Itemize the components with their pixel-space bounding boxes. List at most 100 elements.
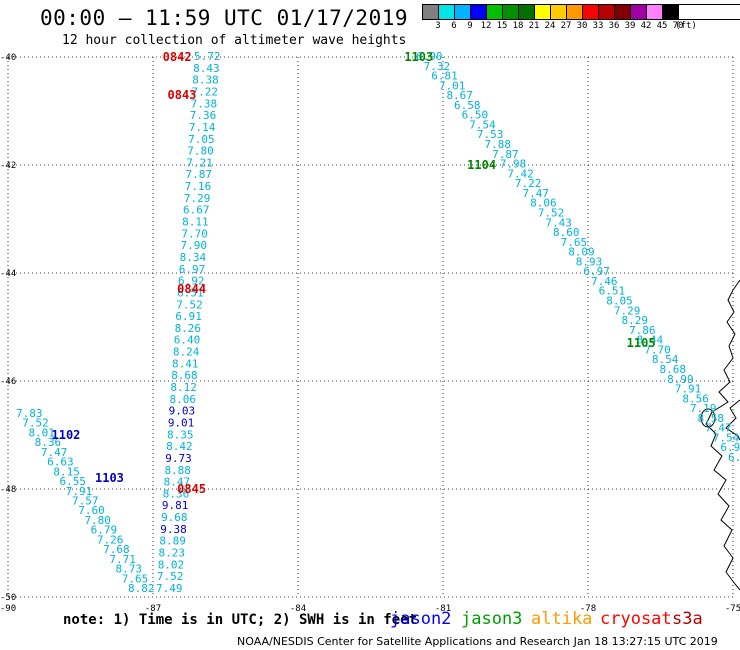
wave-height-value: 7.16: [185, 180, 212, 193]
wave-height-value: 6.90: [416, 50, 443, 63]
wave-height-value: 6.67: [183, 204, 210, 217]
legend-swatch: [487, 5, 503, 19]
wave-height-value: 7.54: [713, 431, 740, 444]
wave-height-value: 7.36: [190, 109, 217, 122]
wave-height-value: 9.73: [165, 452, 192, 465]
legend-label: 12: [480, 21, 492, 31]
x-tick-label: -78: [580, 604, 596, 614]
wave-height-value: 7.49: [156, 582, 183, 595]
y-tick-label: -48: [0, 485, 16, 495]
wave-height-value: 6.40: [174, 334, 201, 347]
wave-height-value: 6.50: [462, 109, 489, 122]
wave-height-value: 8.29: [621, 314, 648, 327]
legend-swatch: [519, 5, 535, 19]
wave-height-value: 8.06: [170, 393, 197, 406]
wave-height-value: 8.42: [166, 440, 193, 453]
wave-height-value: 6.63: [47, 456, 74, 469]
grid-lines: [7, 56, 734, 598]
wave-height-value: 6.81: [431, 70, 458, 83]
wave-height-value: 8.34: [180, 251, 207, 264]
legend-label: 70: [672, 21, 684, 31]
wave-height-value: 8.36: [35, 436, 62, 449]
track-time-label: 1103: [95, 471, 124, 485]
wave-height-value: 6.97: [583, 265, 610, 278]
wave-height-value: 6.91: [175, 310, 202, 323]
wave-height-value: 6.18: [728, 451, 740, 464]
legend-labels: 3 6 9 12 15 18 21 24 27 30 33 36 39 42 45 70 (ft): [422, 20, 740, 32]
track-time-label: 1105: [627, 336, 656, 350]
wave-height-value: 8.41: [172, 357, 199, 370]
satellite-legend-item: s3a: [672, 609, 703, 629]
coastline-path: [725, 399, 740, 441]
wave-height-value: 9.03: [169, 405, 196, 418]
track-time-labels: 0842 0843 0844 0845 1103 1104 1105 1102 1103: [52, 50, 656, 496]
wave-height-value: 8.06: [530, 197, 557, 210]
wave-height-value: 7.80: [84, 514, 111, 527]
wave-height-value: 6.51: [599, 285, 626, 298]
x-tick-label: -87: [145, 604, 161, 614]
wave-height-value: 7.98: [500, 158, 526, 171]
wave-height-value: 7.91: [66, 485, 93, 498]
wave-height-value: 8.56: [682, 392, 709, 405]
y-tick-label: -44: [0, 269, 16, 279]
legend-swatch: [551, 5, 567, 19]
x-tick-label: -90: [0, 604, 16, 614]
legend-swatch: [631, 5, 647, 19]
legend-swatch: [567, 5, 583, 19]
wave-height-value: 8.26: [175, 322, 202, 335]
wave-height-value: 9.01: [168, 416, 195, 429]
wave-height-value: 7.86: [629, 324, 656, 337]
wave-height-value: 8.99: [667, 373, 694, 386]
map-title: 00:00 – 11:59 UTC 01/17/2019: [40, 6, 409, 30]
wave-height-value: 6.94: [720, 441, 740, 454]
x-tick-label: -84: [290, 604, 306, 614]
wave-height-value: 6.92: [178, 275, 205, 288]
wave-height-value: 7.57: [72, 495, 99, 508]
wave-height-value: 7.01: [439, 79, 466, 92]
wave-height-value: 8.02: [158, 558, 185, 571]
legend-label: 30: [576, 21, 588, 31]
wave-height-value: 8.58: [698, 412, 725, 425]
x-tick-label: -81: [435, 604, 451, 614]
wave-height-value: 7.47: [523, 187, 550, 200]
wave-height-value: 7.52: [157, 570, 184, 583]
wave-height-value: 8.93: [576, 255, 603, 268]
map-subtitle: 12 hour collection of altimeter wave hei…: [62, 33, 407, 48]
wave-height-value: 7.80: [187, 145, 214, 158]
legend-label: 3: [435, 21, 441, 31]
wave-height-value: 9.68: [161, 511, 188, 524]
wave-height-value: 8.11: [182, 216, 209, 229]
wave-height-value: 8.89: [159, 535, 186, 548]
legend-swatch: [535, 5, 551, 19]
track-time-label: 0842: [163, 50, 192, 64]
wave-height-value: 8.67: [446, 89, 473, 102]
wave-height-value: 8.88: [164, 464, 191, 477]
wave-height-value: 7.46: [591, 275, 618, 288]
y-tick-label: -50: [0, 593, 16, 603]
legend-swatch: [439, 5, 455, 19]
wave-height-value: 8.35: [167, 428, 194, 441]
legend-label: 42: [640, 21, 652, 31]
legend-label: 24: [544, 21, 556, 31]
wave-height-value: 7.22: [191, 85, 218, 98]
wave-height-value: 7.52: [22, 417, 49, 430]
legend-swatch: [503, 5, 519, 19]
wave-height-value: 9.38: [160, 523, 187, 536]
track-time-label: 1102: [52, 428, 81, 442]
legend-swatches: [422, 4, 740, 20]
wave-height-value: 8.43: [193, 62, 220, 75]
wave-height-value: 7.54: [469, 118, 496, 131]
wave-height-value: 6.58: [454, 99, 481, 112]
wave-height-value: 7.70: [181, 227, 208, 240]
wave-height-value: 8.60: [553, 226, 580, 239]
wave-height-value: 8.01: [28, 426, 54, 439]
x-tick-label: -75: [725, 604, 740, 614]
legend-swatch: [455, 5, 471, 19]
legend-label: 6: [451, 21, 457, 31]
units-note: note: 1) Time is in UTC; 2) SWH is in fe…: [63, 612, 418, 628]
wave-height-value: 7.47: [41, 446, 67, 459]
coastline: [700, 279, 740, 591]
wave-height-value: 7.83: [16, 407, 43, 420]
wave-height-value: 7.14: [189, 121, 216, 134]
